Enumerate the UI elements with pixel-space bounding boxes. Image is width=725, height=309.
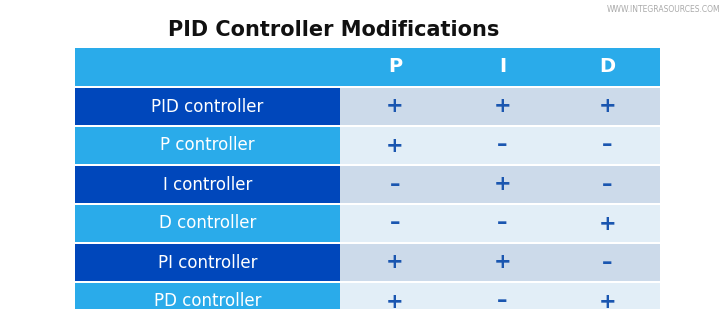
Text: P: P [388,57,402,77]
Text: +: + [494,175,511,194]
Text: P controller: P controller [160,137,254,154]
Bar [555,166,660,203]
Bar [555,127,660,164]
Text: +: + [386,96,404,116]
Text: I: I [499,57,506,77]
Bar [450,127,555,164]
Bar [555,48,660,86]
Text: –: – [497,214,507,234]
Bar [75,244,340,281]
Bar [450,283,555,309]
Text: –: – [602,136,613,155]
Text: PI controller: PI controller [158,253,257,272]
Bar [450,166,555,203]
Bar [340,166,450,203]
Bar [555,283,660,309]
Text: D controller: D controller [159,214,256,232]
Bar [340,244,450,281]
Bar [75,48,340,86]
Text: –: – [390,175,400,194]
Text: +: + [599,96,616,116]
Text: +: + [494,96,511,116]
Text: –: – [497,291,507,309]
Text: +: + [599,291,616,309]
Text: –: – [602,175,613,194]
Bar [555,244,660,281]
Text: D: D [600,57,616,77]
Bar [450,244,555,281]
Bar [340,88,450,125]
Text: –: – [602,252,613,273]
Text: PD controller: PD controller [154,293,261,309]
Text: –: – [390,214,400,234]
Bar [555,205,660,242]
Bar [340,283,450,309]
Bar [450,48,555,86]
Bar [75,88,340,125]
Text: PID Controller Modifications: PID Controller Modifications [167,20,500,40]
Bar [75,205,340,242]
Text: +: + [386,136,404,155]
Bar [555,88,660,125]
Text: –: – [497,136,507,155]
Text: +: + [494,252,511,273]
Text: WWW.INTEGRASOURCES.COM: WWW.INTEGRASOURCES.COM [606,5,720,14]
Bar [75,283,340,309]
Bar [75,166,340,203]
Text: PID controller: PID controller [152,98,264,116]
Bar [340,127,450,164]
Text: +: + [599,214,616,234]
Bar [450,205,555,242]
Text: +: + [386,291,404,309]
Bar [75,127,340,164]
Text: +: + [386,252,404,273]
Bar [340,205,450,242]
Bar [340,48,450,86]
Text: I controller: I controller [163,176,252,193]
Bar [450,88,555,125]
